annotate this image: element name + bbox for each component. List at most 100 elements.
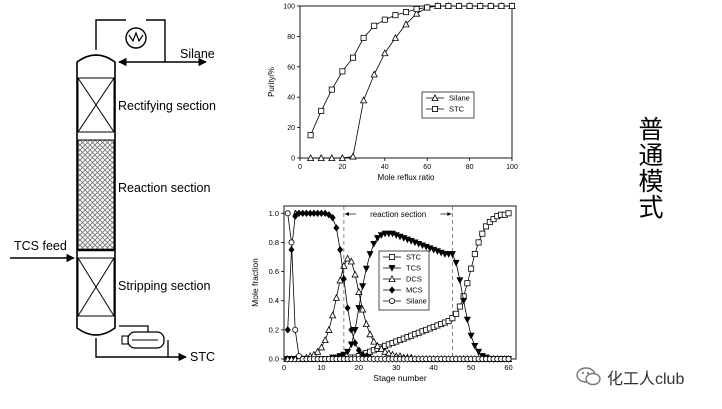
data-point-tcs [467, 332, 475, 340]
purity-vs-reflux-chart: 0 20 40 60 80 100 0 20 40 60 80 100 Mole reflux rati… [267, 2, 518, 182]
data-point-stc [318, 107, 325, 114]
y-axis-label: Purity/% [267, 67, 276, 97]
x-tick-label: 20 [339, 164, 347, 171]
tcs-feed-label: TCS feed [14, 239, 67, 253]
x-tick-label: 40 [381, 164, 389, 171]
y-tick-label: 100 [283, 4, 295, 11]
data-point-dcs [362, 320, 370, 328]
data-point-tcs [460, 297, 468, 305]
legend-label-stc: STC [406, 253, 422, 262]
data-point-stc [505, 210, 512, 217]
y-tick-label: 60 [287, 64, 295, 71]
data-point-stc [449, 315, 456, 322]
stc-product-label: STC [190, 350, 215, 364]
data-point-stc [434, 3, 441, 9]
data-point-tcs [359, 283, 367, 290]
data-point-silane [412, 9, 421, 17]
reactive-distillation-column-diagram: Silane Rectifying section Reaction secti… [10, 19, 216, 364]
data-point-silane [338, 154, 347, 161]
data-point-silane [505, 355, 512, 362]
legend-box [421, 91, 475, 119]
data-point-tcs [471, 342, 479, 350]
data-point-stc [464, 280, 471, 287]
x-tick-label: 30 [392, 363, 400, 372]
data-point-tcs [362, 265, 370, 273]
y-tick-label: 40 [287, 95, 295, 102]
rectifying-packing [77, 77, 115, 133]
data-point-stc [307, 132, 314, 139]
y-tick-label: 20 [287, 125, 295, 132]
legend-label-tcs: TCS [406, 264, 421, 273]
data-point-tcs [463, 316, 471, 324]
data-point-dcs [328, 311, 337, 319]
legend-marker-mcs [389, 286, 395, 294]
series-stc [307, 3, 515, 139]
data-point-dcs [373, 341, 382, 349]
data-point-mcs [337, 246, 344, 254]
data-point-tcs [456, 277, 464, 285]
data-point-stc [424, 4, 431, 11]
legend-label-mcs: MCS [406, 286, 423, 295]
data-point-tcs [448, 251, 456, 258]
data-point-silane [288, 239, 295, 246]
data-point-stc [471, 251, 478, 258]
data-point-dcs [336, 276, 344, 284]
data-point-dcs [366, 330, 374, 338]
x-tick-label: 50 [467, 363, 475, 372]
data-point-mcs [340, 275, 347, 283]
data-point-silane [349, 152, 357, 160]
data-point-dcs [317, 343, 326, 351]
data-point-tcs [366, 251, 374, 258]
data-point-mcs [348, 326, 355, 334]
data-point-stc [392, 12, 399, 19]
data-point-dcs [321, 336, 329, 344]
data-point-stc [487, 3, 494, 9]
condenser-icon [125, 27, 147, 49]
x-tick-label: 60 [504, 363, 512, 372]
y-tick-label: 0.6 [269, 267, 279, 276]
data-point-stc [483, 223, 490, 230]
data-point-tcs [377, 232, 385, 239]
data-point-silane [381, 49, 389, 57]
data-point-silane [328, 154, 336, 161]
data-point-silane [292, 326, 299, 333]
legend-marker-dcs [388, 275, 396, 282]
data-point-stc [402, 9, 409, 16]
data-point-stc [445, 3, 452, 9]
data-point-silane [370, 70, 378, 78]
data-point-mcs [333, 224, 340, 232]
data-point-dcs [355, 288, 363, 295]
data-point-tcs [475, 348, 483, 356]
legend-label-silane: Silane [449, 94, 470, 103]
data-point-silane [317, 154, 325, 161]
mole-fraction-profile-chart: 0 10 20 30 40 50 60 0.0 0.2 0.4 0.6 0.8 1.0 Stage num… [250, 205, 517, 383]
plot-frame [299, 5, 513, 159]
reboiler-loop [95, 325, 187, 362]
data-point-stc [371, 22, 378, 29]
data-point-stc [350, 54, 357, 61]
data-point-silane [402, 20, 410, 28]
data-point-dcs [377, 344, 385, 352]
data-point-dcs [347, 257, 356, 265]
data-point-stc [339, 68, 346, 75]
watermark: 化工人club [576, 364, 716, 390]
section-arrowhead-left [344, 212, 349, 216]
legend-label-dcs: DCS [406, 275, 422, 284]
legend-label-stc: STC [449, 105, 465, 114]
reboiler-icon [121, 331, 165, 349]
data-point-mcs [292, 212, 299, 220]
legend-marker-stc [388, 254, 395, 261]
data-point-dcs [325, 325, 333, 333]
data-point-dcs [351, 270, 359, 278]
data-point-stc [328, 86, 335, 93]
legend-box [378, 250, 430, 311]
data-point-tcs [344, 348, 352, 356]
series-silane [284, 210, 512, 362]
stripping-section-label: Stripping section [118, 279, 210, 293]
data-point-stc [456, 303, 463, 310]
data-point-mcs [352, 339, 359, 347]
x-tick-label: 40 [430, 363, 438, 372]
data-point-dcs [370, 337, 378, 345]
data-point-stc [381, 16, 388, 23]
data-point-mcs [325, 211, 332, 219]
